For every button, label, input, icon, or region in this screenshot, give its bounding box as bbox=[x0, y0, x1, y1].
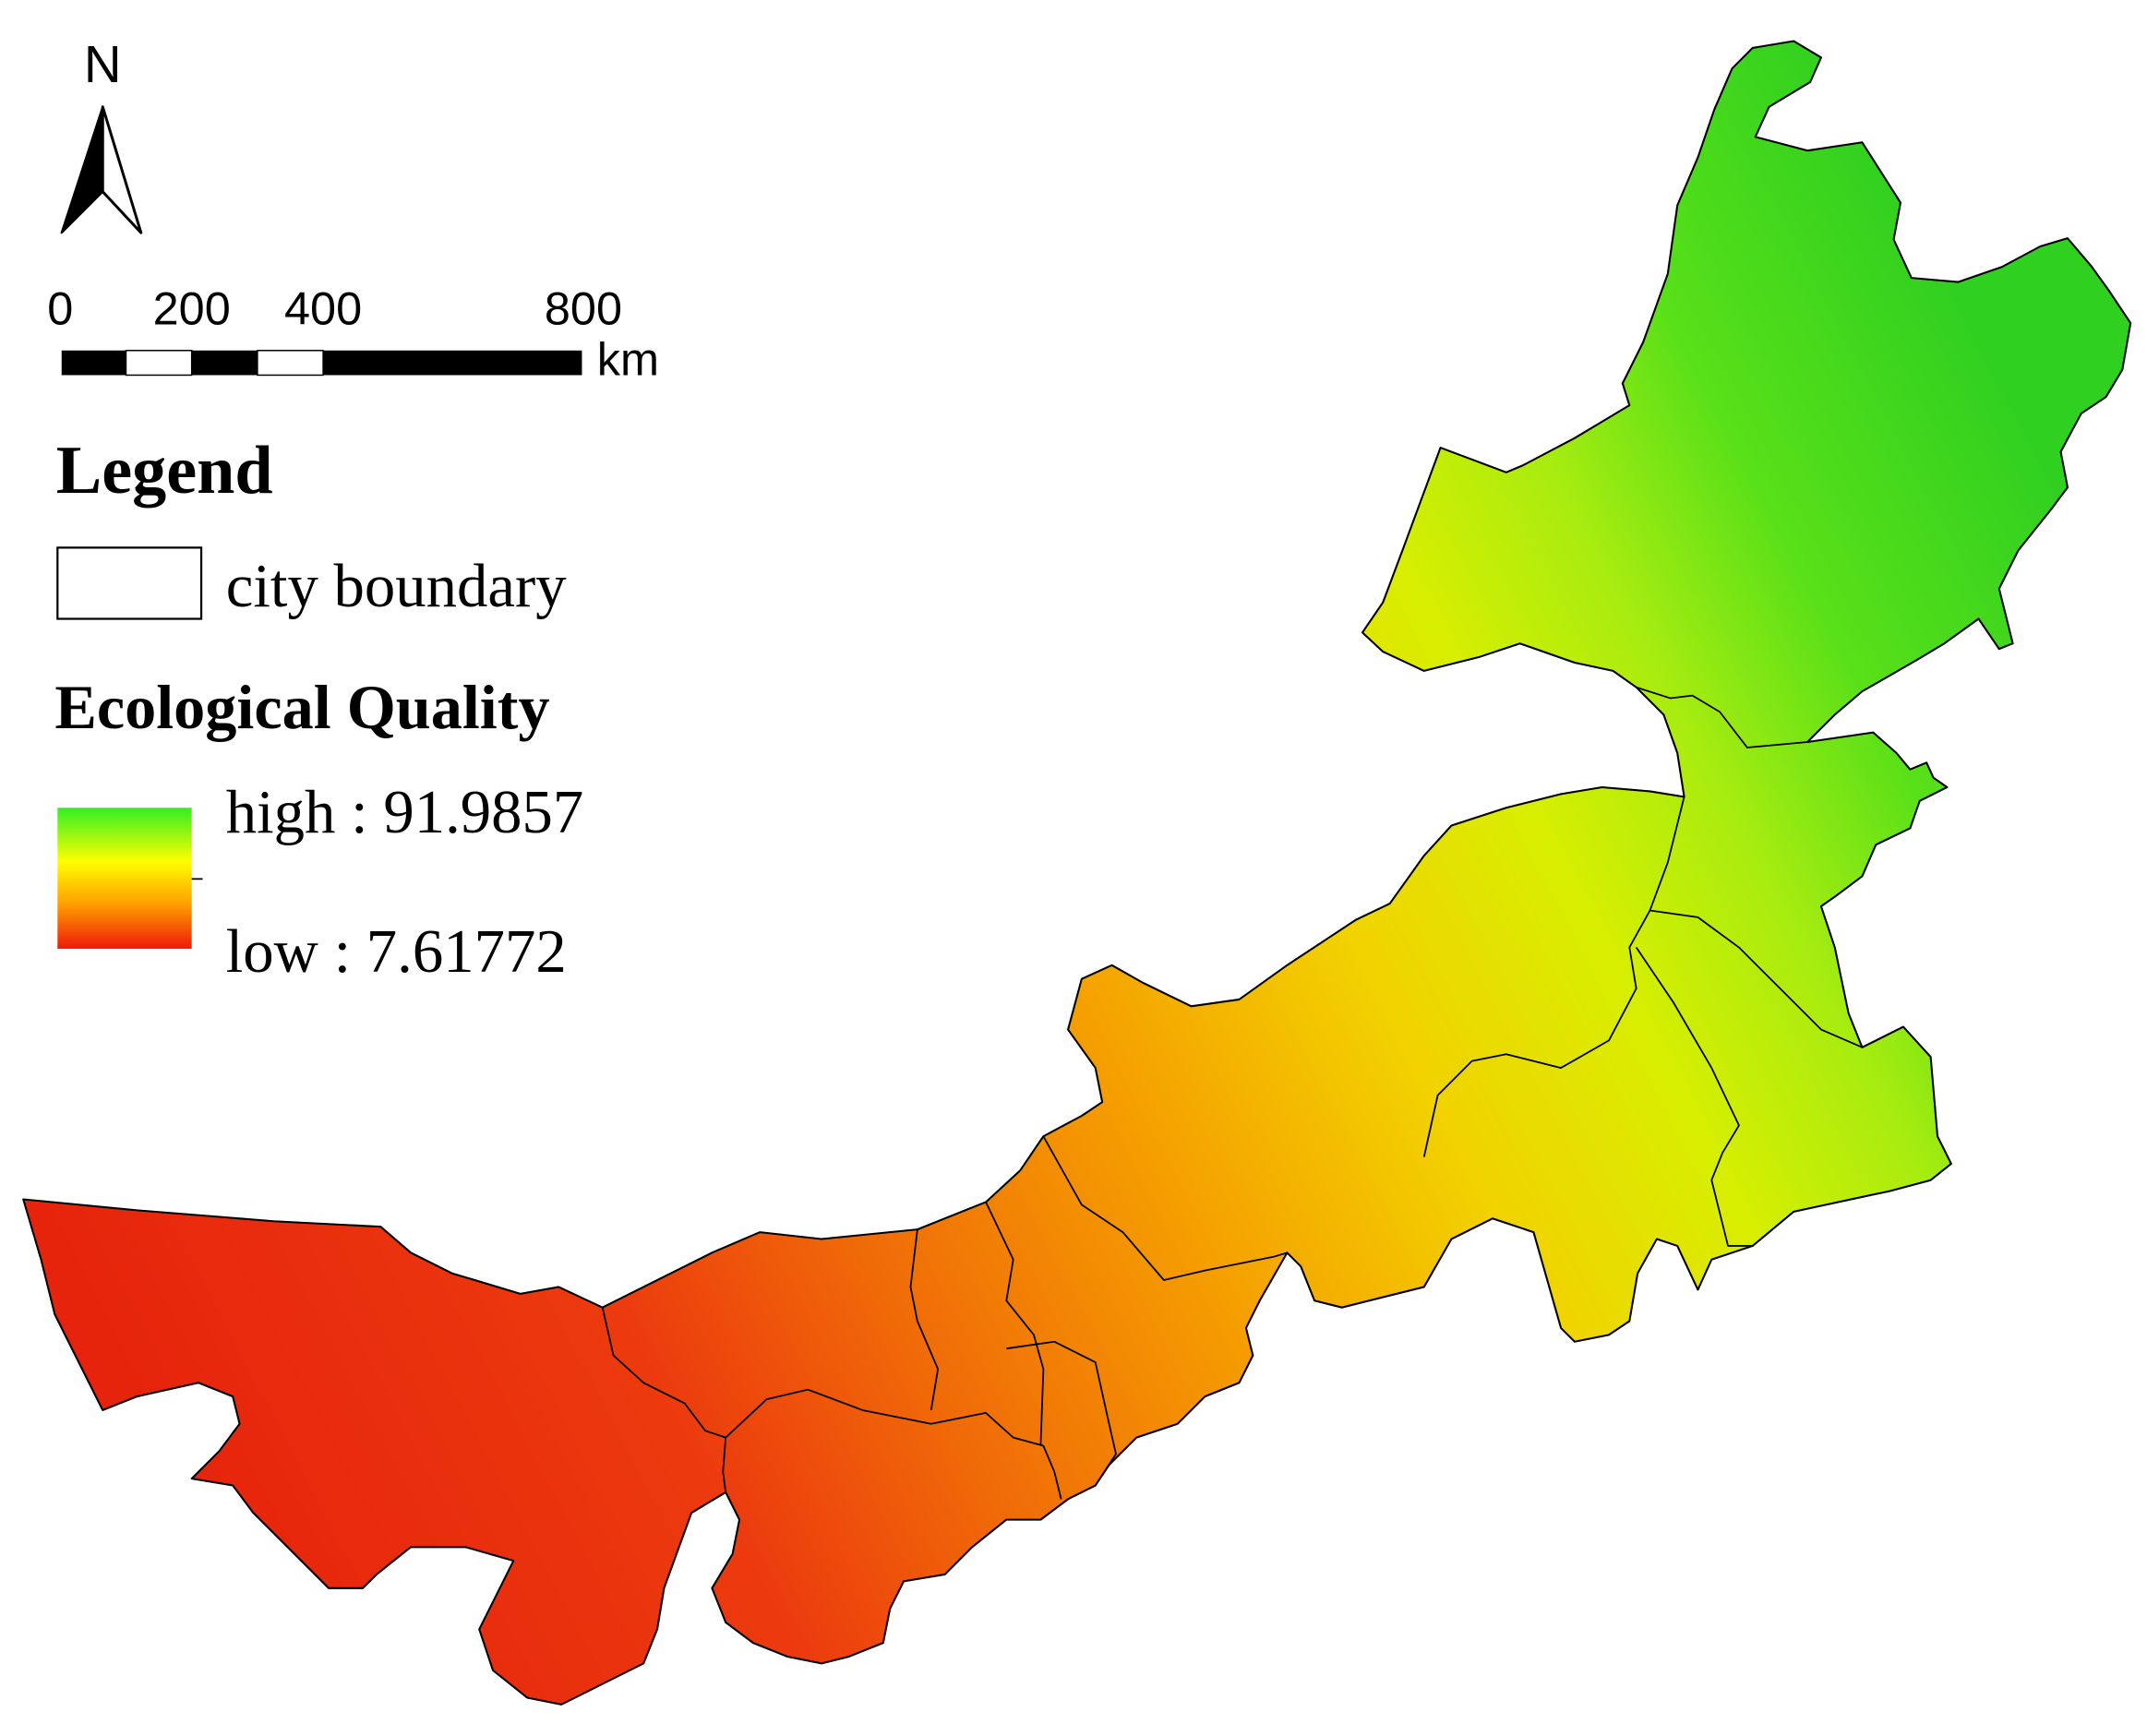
scale-segment-2 bbox=[125, 350, 193, 377]
scale-tick-400: 400 bbox=[284, 282, 362, 335]
city-boundary-bayannur-baotou bbox=[909, 1229, 940, 1411]
legend: Legend city boundary Ecological Quality … bbox=[54, 433, 583, 986]
city-boundary-label: city boundary bbox=[226, 553, 568, 620]
north-arrow: N bbox=[60, 35, 143, 234]
scale-segment-4 bbox=[257, 350, 324, 377]
scale-tick-0: 0 bbox=[47, 282, 73, 335]
city-boundary-tongliao-hinggan bbox=[1649, 909, 1863, 1048]
scale-tick-800: 800 bbox=[545, 282, 622, 335]
city-boundary-swatch bbox=[56, 546, 203, 620]
legend-title: Legend bbox=[56, 433, 273, 509]
city-boundary-hohhot-loop bbox=[1006, 1340, 1117, 1500]
north-arrow-label: N bbox=[84, 35, 122, 93]
city-boundary-baotou-hohhot bbox=[985, 1202, 1045, 1446]
north-arrow-right-half bbox=[101, 105, 143, 234]
ecological-quality-raster bbox=[22, 40, 2132, 1706]
scale-tick-200: 200 bbox=[153, 282, 231, 335]
scale-segment-5 bbox=[323, 350, 582, 376]
scale-segment-3 bbox=[191, 350, 258, 376]
ecological-quality-title: Ecological Quality bbox=[54, 672, 549, 742]
scale-unit: km bbox=[597, 332, 659, 385]
scale-segment-1 bbox=[61, 350, 126, 376]
city-boundary-xilingol-chifeng bbox=[1422, 796, 1685, 1157]
scale-bar: 0 200 400 800 km bbox=[47, 282, 659, 386]
color-ramp bbox=[57, 808, 192, 950]
city-boundary-chifeng-tongliao bbox=[1635, 947, 1753, 1247]
map-region bbox=[22, 40, 2132, 1706]
city-boundary-hulunbuir-hinggan bbox=[1636, 686, 1808, 748]
city-boundary-yellow-river bbox=[725, 1388, 1044, 1447]
city-boundary-ulanqab-hohhot bbox=[1042, 1135, 1288, 1281]
city-boundary-alxa-east bbox=[601, 1307, 727, 1493]
north-arrow-left-half bbox=[60, 105, 104, 234]
high-value-label: high : 91.9857 bbox=[226, 779, 584, 846]
low-value-label: low : 7.61772 bbox=[226, 918, 567, 986]
